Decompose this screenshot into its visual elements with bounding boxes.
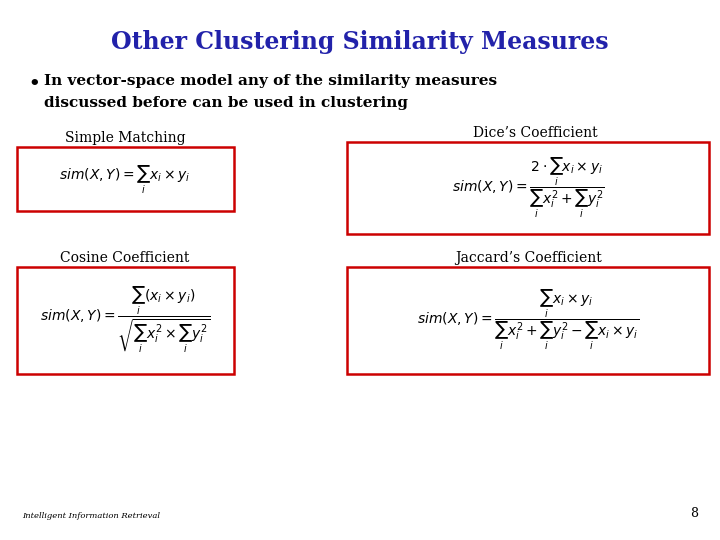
FancyBboxPatch shape xyxy=(17,267,234,374)
Text: Simple Matching: Simple Matching xyxy=(65,131,185,145)
Text: Jaccard’s Coefficient: Jaccard’s Coefficient xyxy=(454,251,601,265)
Text: Dice’s Coefficient: Dice’s Coefficient xyxy=(473,126,598,140)
FancyBboxPatch shape xyxy=(347,267,709,374)
Text: Other Clustering Similarity Measures: Other Clustering Similarity Measures xyxy=(111,30,609,54)
Text: $sim(X,Y) = \dfrac{\sum_{i}(x_i \times y_i)}{\sqrt{\sum_{i} x_i^2 \times \sum_{i: $sim(X,Y) = \dfrac{\sum_{i}(x_i \times y… xyxy=(40,285,210,355)
Text: Cosine Coefficient: Cosine Coefficient xyxy=(60,251,189,265)
FancyBboxPatch shape xyxy=(17,147,234,211)
Text: In vector-space model any of the similarity measures: In vector-space model any of the similar… xyxy=(44,74,497,88)
Text: •: • xyxy=(28,75,40,93)
Text: $sim(X,Y) = \dfrac{\sum_{i} x_i \times y_i}{\sum_{i} x_i^2 + \sum_{i} y_i^2 - \s: $sim(X,Y) = \dfrac{\sum_{i} x_i \times y… xyxy=(417,287,639,353)
Text: Intelligent Information Retrieval: Intelligent Information Retrieval xyxy=(22,512,160,520)
Text: $sim(X,Y) = \sum_{i} x_i \times y_i$: $sim(X,Y) = \sum_{i} x_i \times y_i$ xyxy=(59,164,191,196)
Text: discussed before can be used in clustering: discussed before can be used in clusteri… xyxy=(44,96,408,110)
Text: 8: 8 xyxy=(690,507,698,520)
Text: $sim(X,Y) = \dfrac{2 \cdot \sum_{i} x_i \times y_i}{\sum_{i} x_i^2 + \sum_{i} y_: $sim(X,Y) = \dfrac{2 \cdot \sum_{i} x_i … xyxy=(451,156,604,220)
FancyBboxPatch shape xyxy=(347,142,709,234)
